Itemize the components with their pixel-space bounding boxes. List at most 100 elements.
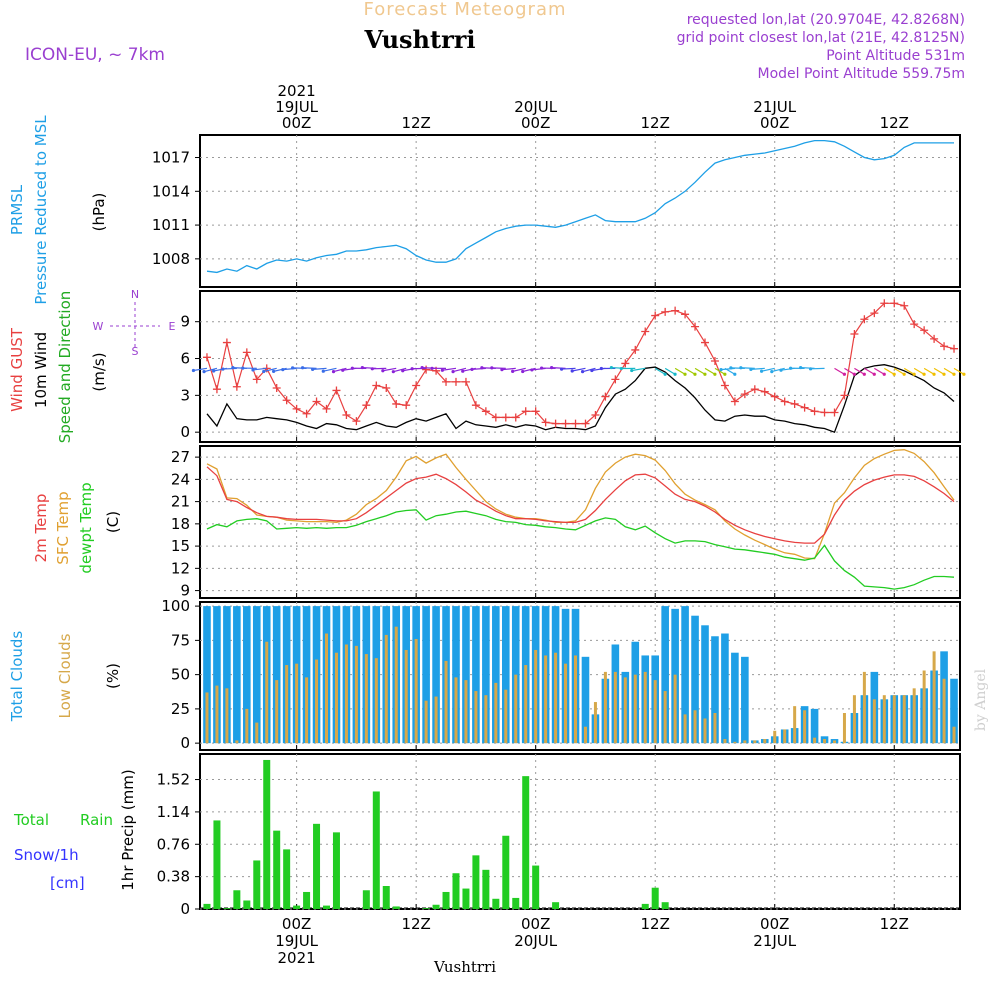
gust-marker <box>641 327 650 336</box>
model-altitude: Model Point Altitude 559.75m <box>758 66 965 82</box>
gust-marker <box>222 338 231 347</box>
rain-bar <box>213 820 221 909</box>
y-tick-label: 75 <box>171 631 190 649</box>
wind-arrow-head <box>559 367 564 371</box>
gust-marker <box>352 417 361 426</box>
gust-marker <box>372 381 381 390</box>
rain-bar <box>332 832 340 909</box>
wind-arrow <box>913 367 925 375</box>
top-time-label: 20JUL <box>514 98 557 116</box>
gust-marker <box>800 403 809 412</box>
wind-arrow <box>750 367 765 370</box>
wind-arrow-head <box>350 366 354 370</box>
wind-arrow-head <box>882 372 886 376</box>
rain-bar <box>661 902 669 909</box>
wind-arrow-head <box>872 372 876 376</box>
wind-arrow-head <box>321 369 325 373</box>
wind-arrow-head <box>842 372 846 376</box>
y-tick-label: 0 <box>180 423 190 441</box>
total-cloud-bar <box>422 606 430 744</box>
low-clouds-label: Low Clouds <box>56 633 74 718</box>
wind-arrow-head <box>212 369 216 373</box>
wind-arrow-head <box>808 367 813 371</box>
wind-arrow <box>282 367 297 371</box>
wind-arrow <box>323 367 337 372</box>
wind-arrow <box>452 367 467 373</box>
total-cloud-bar <box>213 606 221 744</box>
wind-panel: Wind GUST 10m Wind Speed and Direction (… <box>8 288 966 443</box>
gust-marker <box>870 309 879 318</box>
total-cloud-bar <box>482 606 490 744</box>
temp2m-label: 2m Temp <box>32 494 50 563</box>
gust-marker <box>591 410 600 419</box>
low-cloud-bar <box>723 739 727 744</box>
top-time-label: 00Z <box>521 114 550 132</box>
wind-arrow-head <box>410 367 414 371</box>
y-tick-label: 15 <box>171 537 190 555</box>
wind-arrow-head <box>241 366 245 370</box>
low-cloud-bar <box>952 726 956 744</box>
gust-marker <box>461 377 470 386</box>
wind-arrow <box>193 367 208 372</box>
wind-arrow <box>631 367 646 372</box>
wind-arrow-head <box>779 368 783 372</box>
wind-arrow <box>572 367 586 372</box>
y-tick-label: 6 <box>180 350 190 368</box>
low-cloud-bar <box>564 663 568 744</box>
wind-arrow-head <box>521 369 525 374</box>
gust-marker <box>730 397 739 406</box>
bottom-time-label: 12Z <box>880 915 909 933</box>
bottom-time-label: 12Z <box>401 915 430 933</box>
bottom-time-label: 19JUL <box>275 932 318 950</box>
low-cloud-bar <box>325 633 329 744</box>
wind-arrow-head <box>511 369 515 373</box>
rain-bar <box>512 897 520 909</box>
low-cloud-bar <box>334 652 338 744</box>
low-cloud-bar <box>374 658 378 744</box>
wind-arrow-head <box>862 372 866 376</box>
gust-marker <box>442 377 451 386</box>
credit-text: by Angel <box>973 668 989 731</box>
rain-bar <box>382 886 390 909</box>
pressure-label-1: PRMSL <box>8 184 26 235</box>
rain-bar <box>293 905 301 909</box>
gust-marker <box>661 307 670 316</box>
low-cloud-bar <box>205 692 209 744</box>
total-cloud-bar <box>581 656 590 744</box>
total-cloud-bar <box>272 606 281 744</box>
compass-south: S <box>132 345 139 358</box>
wind-arrow <box>674 367 686 375</box>
wind-arrow <box>664 367 676 375</box>
low-cloud-bar <box>235 740 239 744</box>
gust-marker <box>631 345 640 354</box>
low-cloud-bar <box>872 699 876 744</box>
low-cloud-bar <box>245 708 249 744</box>
wind-arrow <box>844 367 855 375</box>
total-cloud-bar <box>681 606 689 744</box>
low-cloud-bar <box>544 655 548 744</box>
gust-marker <box>651 311 660 320</box>
wind-arrow-head <box>713 372 717 376</box>
gust-line <box>206 302 955 425</box>
y-tick-label: 3 <box>180 386 190 404</box>
gust-marker <box>242 348 251 357</box>
wind-arrow <box>551 367 566 369</box>
wind-arrow <box>203 367 218 373</box>
wind-arrow-head <box>693 372 697 376</box>
rain-bar <box>243 900 251 909</box>
wind-arrow <box>442 367 457 371</box>
wind-arrow-head <box>271 369 276 373</box>
wind-arrow-head <box>191 368 196 373</box>
wind-arrow-head <box>231 366 235 370</box>
total-cloud-bar <box>432 606 440 744</box>
wind-unit: (m/s) <box>90 352 108 391</box>
rain-bar <box>641 903 649 909</box>
top-time-label: 00Z <box>282 114 311 132</box>
wind-arrow <box>252 367 267 371</box>
low-cloud-bar <box>494 682 498 744</box>
low-cloud-bar <box>583 726 587 744</box>
low-cloud-bar <box>364 654 368 744</box>
gust-marker <box>780 397 789 406</box>
wind-arrow-head <box>470 367 474 371</box>
